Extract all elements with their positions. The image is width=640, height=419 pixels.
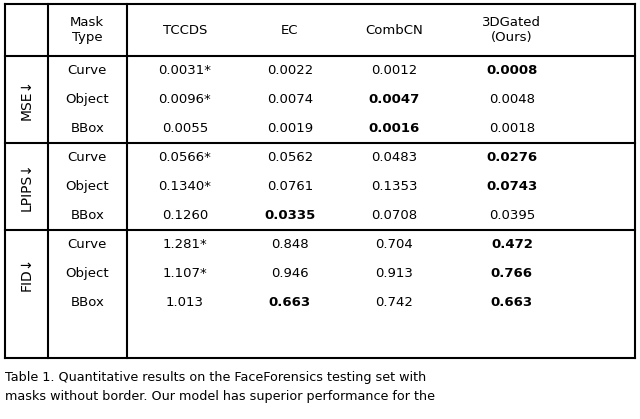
Text: FID↓: FID↓ [19,256,33,291]
Text: 0.0074: 0.0074 [267,93,313,106]
Text: 0.848: 0.848 [271,238,308,251]
Text: 1.281*: 1.281* [163,238,207,251]
Text: 0.0016: 0.0016 [369,122,420,135]
Text: 0.1260: 0.1260 [162,209,208,222]
Text: 0.0096*: 0.0096* [159,93,211,106]
Text: 0.0761: 0.0761 [267,180,313,193]
Text: EC: EC [281,23,298,36]
Text: 0.0012: 0.0012 [371,64,417,77]
Text: 0.1353: 0.1353 [371,180,417,193]
Text: 0.663: 0.663 [269,296,311,309]
Text: masks without border. Our model has superior performance for the: masks without border. Our model has supe… [5,390,435,403]
Text: 0.0562: 0.0562 [267,151,313,164]
Text: BBox: BBox [70,209,104,222]
Text: 0.0022: 0.0022 [267,64,313,77]
Text: Curve: Curve [68,238,107,251]
Text: BBox: BBox [70,122,104,135]
Text: 1.013: 1.013 [166,296,204,309]
Text: 0.0018: 0.0018 [489,122,535,135]
Text: TCCDS: TCCDS [163,23,207,36]
Text: 0.0395: 0.0395 [489,209,535,222]
Text: 0.663: 0.663 [491,296,533,309]
Text: 3DGated
(Ours): 3DGated (Ours) [483,16,541,44]
Text: 0.0031*: 0.0031* [158,64,211,77]
Text: Object: Object [65,93,109,106]
Text: 0.0276: 0.0276 [486,151,538,164]
Text: 0.766: 0.766 [491,267,533,280]
Text: MSE↓: MSE↓ [19,79,33,120]
Text: 0.0019: 0.0019 [267,122,313,135]
Text: Curve: Curve [68,64,107,77]
Text: CombCN: CombCN [365,23,423,36]
Text: Table 1. Quantitative results on the FaceForensics testing set with: Table 1. Quantitative results on the Fac… [5,371,426,384]
Text: Object: Object [65,180,109,193]
Text: 0.0566*: 0.0566* [159,151,211,164]
Text: 0.946: 0.946 [271,267,308,280]
Text: 0.913: 0.913 [375,267,413,280]
Text: 0.704: 0.704 [375,238,413,251]
Text: Object: Object [65,267,109,280]
Text: 0.0055: 0.0055 [162,122,208,135]
Text: LPIPS↓: LPIPS↓ [19,162,33,211]
Text: 0.0743: 0.0743 [486,180,538,193]
Text: 0.0008: 0.0008 [486,64,538,77]
Text: 0.0483: 0.0483 [371,151,417,164]
Text: Curve: Curve [68,151,107,164]
Text: 0.742: 0.742 [375,296,413,309]
Text: 0.472: 0.472 [491,238,532,251]
Text: 0.0048: 0.0048 [489,93,535,106]
Text: Mask
Type: Mask Type [70,16,104,44]
Text: 0.1340*: 0.1340* [158,180,211,193]
Text: 0.0335: 0.0335 [264,209,316,222]
Text: 0.0708: 0.0708 [371,209,417,222]
Text: 0.0047: 0.0047 [369,93,420,106]
Text: 1.107*: 1.107* [163,267,207,280]
Text: BBox: BBox [70,296,104,309]
